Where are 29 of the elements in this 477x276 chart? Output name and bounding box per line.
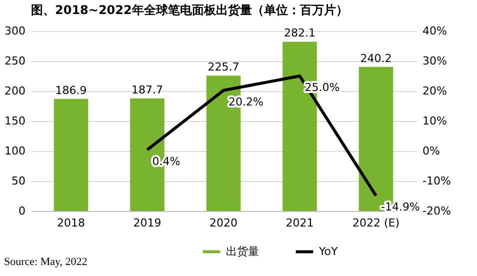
x-tick-label: 2020 — [210, 216, 238, 230]
y-tick-label: 150 — [4, 114, 26, 128]
y-tick-label: 250 — [4, 54, 26, 68]
bar — [54, 98, 88, 211]
y2-tick-label: -20% — [422, 204, 451, 218]
data-label: 187.7 — [132, 83, 164, 96]
y2-tick-label: 30% — [422, 54, 447, 68]
y2-tick-label: 40% — [422, 24, 447, 38]
data-label: 225.7 — [208, 60, 240, 74]
y2-tick-label: -10% — [422, 174, 451, 188]
x-tick-label: 2019 — [133, 216, 162, 230]
y-tick-label: 100 — [4, 144, 26, 158]
y-tick-label: 0 — [18, 204, 26, 218]
x-tick-label: 2018 — [57, 216, 86, 230]
y-tick-label: 50 — [12, 174, 26, 188]
y2-tick-label: 0% — [422, 144, 440, 158]
y2-tick-label: 10% — [422, 114, 447, 128]
data-label: 186.9 — [55, 84, 87, 97]
y-tick-label: 300 — [4, 24, 26, 38]
data-label: 282.1 — [284, 26, 316, 40]
legend-label: 出货量 — [226, 244, 259, 258]
legend-label: YoY — [318, 244, 338, 258]
chart-title: 图、2018~2022年全球笔电面板出货量（单位：百万片） — [31, 3, 348, 17]
data-label: 240.2 — [360, 52, 392, 65]
y-tick-label: 200 — [4, 84, 26, 98]
x-tick-label: 2021 — [286, 216, 314, 230]
x-tick-label: 2022 (E) — [352, 216, 400, 230]
y2-tick-label: 20% — [422, 84, 447, 98]
source-note: Source: May, 2022 — [4, 256, 88, 268]
